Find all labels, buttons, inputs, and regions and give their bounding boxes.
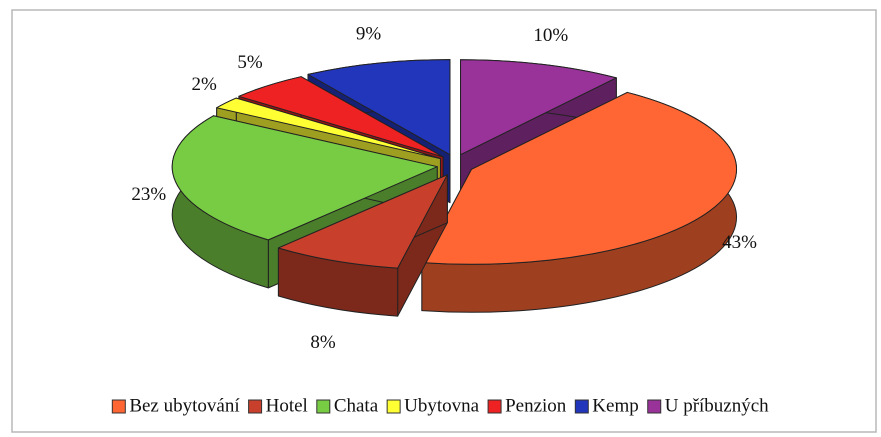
slice (216, 97, 441, 160)
legend-label: Kemp (592, 395, 638, 416)
slice (171, 115, 438, 241)
legend-swatch (386, 399, 401, 414)
data-label: 5% (237, 52, 263, 73)
data-label: 23% (131, 184, 166, 205)
legend-swatch (111, 399, 126, 414)
slice (421, 91, 737, 265)
slice (238, 76, 444, 158)
slice (277, 174, 448, 269)
data-label: 43% (722, 232, 757, 253)
legend-label: Chata (334, 395, 379, 416)
legend-swatch (316, 399, 331, 414)
legend-swatch (647, 399, 662, 414)
legend-swatch (574, 399, 589, 414)
slice (307, 59, 451, 156)
data-label: 8% (310, 332, 336, 353)
legend-label: Ubytovna (404, 395, 480, 416)
legend-swatch (487, 399, 502, 414)
slice (421, 91, 737, 313)
legend-swatch (248, 399, 263, 414)
legend-label: Bez ubytování (129, 395, 240, 416)
slice (277, 174, 448, 317)
legend-label: U příbuzných (665, 395, 769, 416)
data-label: 2% (192, 74, 218, 95)
legend-label: Penzion (505, 395, 567, 416)
legend: Bez ubytování Hotel Chata Ubytovna Penzion Ke… (111, 395, 769, 416)
legend-label: Hotel (266, 395, 308, 416)
slice (460, 59, 617, 156)
data-label: 9% (356, 24, 382, 45)
data-label: 10% (533, 25, 568, 46)
